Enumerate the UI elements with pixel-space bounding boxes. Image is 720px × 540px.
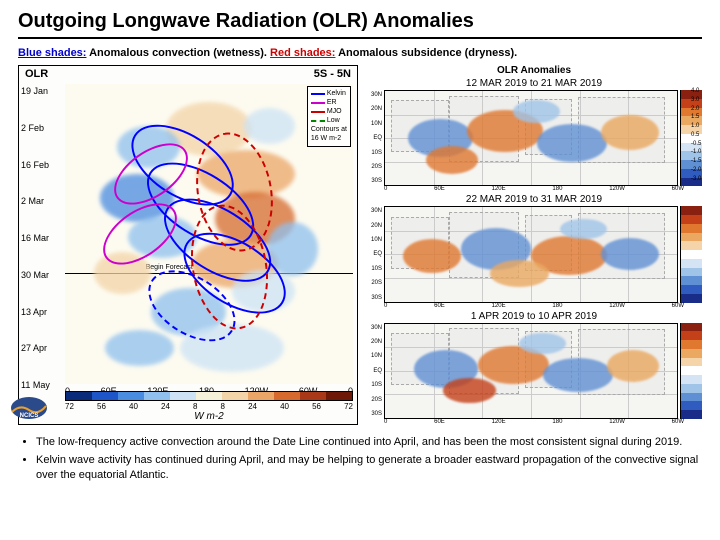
bullet-item: Kelvin wave activity has continued durin… (36, 453, 702, 483)
map-canvas (384, 90, 678, 186)
legend-item: ER (311, 98, 347, 107)
legend-item: Low (311, 116, 347, 125)
legend-item: Kelvin (311, 89, 347, 98)
hovmoller-date-label: 16 Mar (21, 233, 63, 243)
hovmoller-date-label: 2 Mar (21, 196, 63, 206)
colorbar-tick: 56 (312, 402, 321, 411)
legend-item: 16 W m-2 (311, 134, 347, 143)
hovmoller-var: OLR (25, 68, 48, 80)
colorbar-tick: 8 (193, 402, 197, 411)
content-row: OLR 5S - 5N 19 Jan 2 Feb 16 Feb 2 Mar 16 Mar… (18, 65, 702, 425)
map-date-range: 1 APR 2019 to 10 APR 2019 (366, 311, 702, 322)
bullet-item: The low-frequency active convection arou… (36, 435, 702, 450)
red-key-label: Red shades: (270, 47, 335, 59)
map-anomaly-blob (543, 358, 613, 392)
blue-key-desc: Anomalous convection (wetness). (86, 47, 270, 59)
page-title: Outgoing Longwave Radiation (OLR) Anomal… (18, 10, 702, 39)
map-xaxis: 060E120E180120W60W (366, 419, 702, 425)
colorbar-tick: 56 (97, 402, 106, 411)
map-date-range: 22 MAR 2019 to 31 MAR 2019 (366, 194, 702, 205)
maps-title: OLR Anomalies (366, 65, 702, 76)
hovmoller-date-label: 27 Apr (21, 343, 63, 353)
hovmoller-date-label: 11 May (21, 380, 63, 390)
hovmoller-date-label: 13 Apr (21, 307, 63, 317)
hovmoller-panel: OLR 5S - 5N 19 Jan 2 Feb 16 Feb 2 Mar 16 Mar… (18, 65, 358, 425)
map-anomaly-blob (513, 100, 560, 123)
ncics-logo: NCICS (10, 396, 48, 420)
hovmoller-legend: KelvinERMJOLowContours at16 W m-2 (307, 86, 351, 147)
anomaly-blob (244, 108, 296, 144)
colorbar-units: W m-2 (65, 411, 353, 422)
maps-panel: OLR Anomalies 12 MAR 2019 to 21 MAR 2019… (366, 65, 702, 425)
svg-text:NCICS: NCICS (20, 413, 39, 419)
colorbar-tick: 24 (248, 402, 257, 411)
hovmoller-yaxis: 19 Jan 2 Feb 16 Feb 2 Mar 16 Mar 30 Mar 13 Apr… (21, 86, 63, 390)
map-anomaly-blob (403, 239, 461, 273)
map-anomaly-blob (537, 124, 607, 162)
map-yaxis: 30N20N10NEQ10S20S30S (366, 206, 382, 302)
legend-item: MJO (311, 107, 347, 116)
colorbar-tick: 72 (344, 402, 353, 411)
map-canvas (384, 206, 678, 302)
map-colorbar (680, 206, 702, 302)
map-panel: 12 MAR 2019 to 21 MAR 201930N20N10NEQ10S… (366, 76, 702, 192)
anomaly-blob (105, 330, 174, 366)
map-anomaly-blob (560, 219, 607, 240)
map-panel: 1 APR 2019 to 10 APR 201930N20N10NEQ10S2… (366, 309, 702, 425)
map-anomaly-blob (490, 260, 548, 286)
map-colorbar (680, 323, 702, 419)
red-key-desc: Anomalous subsidence (dryness). (335, 47, 517, 59)
map-anomaly-blob (519, 333, 566, 354)
bullet-list: The low-frequency active convection arou… (18, 435, 702, 483)
legend-item: Contours at (311, 125, 347, 134)
map-anomaly-blob (443, 378, 496, 403)
hovmoller-date-label: 19 Jan (21, 86, 63, 96)
blue-key-label: Blue shades: (18, 47, 86, 59)
map-colorbar: 4.03.02.01.51.00.5-0.5-1.0-1.5-2.0-3.0 (680, 90, 702, 186)
colorbar-tick: 24 (161, 402, 170, 411)
hovmoller-header: OLR 5S - 5N (19, 68, 357, 80)
legend-subtitle: Blue shades: Anomalous convection (wetne… (18, 47, 702, 59)
hovmoller-date-label: 30 Mar (21, 270, 63, 280)
hovmoller-colorbar: 72 56 40 24 8 8 24 40 56 72 W m-2 (65, 391, 353, 422)
map-yaxis: 30N20N10NEQ10S20S30S (366, 323, 382, 419)
map-yaxis: 30N20N10NEQ10S20S30S (366, 90, 382, 186)
map-date-range: 12 MAR 2019 to 21 MAR 2019 (366, 78, 702, 89)
colorbar-tick: 72 (65, 402, 74, 411)
map-canvas (384, 323, 678, 419)
colorbar-tick: 40 (129, 402, 138, 411)
hovmoller-date-label: 2 Feb (21, 123, 63, 133)
hovmoller-date-label: 16 Feb (21, 160, 63, 170)
map-anomaly-blob (426, 146, 479, 174)
colorbar-tick: 8 (221, 402, 225, 411)
colorbar-tick: 40 (280, 402, 289, 411)
hovmoller-latband: 5S - 5N (314, 68, 351, 80)
map-panel: 22 MAR 2019 to 31 MAR 201930N20N10NEQ10S… (366, 192, 702, 308)
map-anomaly-blob (601, 238, 659, 270)
